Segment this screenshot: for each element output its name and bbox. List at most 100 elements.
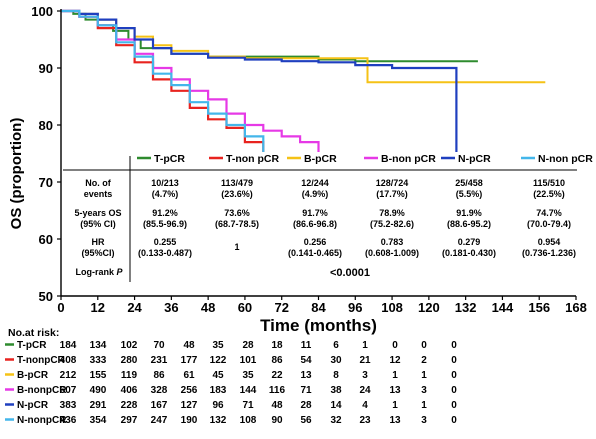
- x-tick-label: 156: [528, 300, 550, 315]
- risk-value: 0: [451, 385, 457, 396]
- risk-value: 108: [240, 415, 257, 426]
- risk-value: 21: [359, 355, 371, 366]
- risk-value: 1: [421, 400, 427, 411]
- risk-table-title: No.at risk:: [8, 327, 59, 339]
- risk-value: 35: [212, 340, 224, 351]
- y-tick-label: 80: [39, 118, 53, 133]
- risk-value: 132: [210, 415, 227, 426]
- risk-value: 0: [451, 415, 457, 426]
- table-cell: 115/510: [533, 178, 565, 188]
- risk-value: 607: [60, 385, 77, 396]
- table-cell: 91.9%: [456, 208, 482, 218]
- legend-label: B-pCR: [304, 153, 337, 165]
- risk-value: 56: [300, 415, 312, 426]
- risk-value: 30: [330, 355, 342, 366]
- risk-value: 12: [389, 355, 401, 366]
- risk-value: 23: [359, 415, 371, 426]
- risk-value: 71: [300, 385, 312, 396]
- logrank-value: <0.0001: [330, 267, 370, 279]
- x-tick-label: 84: [311, 300, 326, 315]
- x-tick-label: 48: [201, 300, 215, 315]
- risk-value: 280: [121, 355, 138, 366]
- risk-value: 13: [300, 370, 312, 381]
- risk-value: 297: [121, 415, 138, 426]
- risk-value: 119: [121, 370, 138, 381]
- row-label: (95% CI): [80, 219, 116, 229]
- risk-value: 212: [60, 370, 77, 381]
- table-cell: (68.7-78.5): [215, 219, 259, 229]
- annotation-table: T-pCR T-non pCR B-pCR B-non pCR N-pCR N-non p…: [63, 152, 593, 282]
- table-cell: (85.5-96.9): [143, 219, 187, 229]
- y-tick-label: 50: [39, 289, 53, 304]
- risk-value: 3: [362, 370, 368, 381]
- x-tick-label: 168: [565, 300, 587, 315]
- y-tick-label: 60: [39, 232, 53, 247]
- table-cell: 128/724: [376, 178, 409, 188]
- risk-value: 13: [389, 385, 401, 396]
- series-line-t-pcr: [61, 10, 478, 63]
- risk-row-label: T-pCR: [17, 340, 47, 351]
- risk-value: 247: [151, 415, 168, 426]
- table-cell: (0.181-0.430): [442, 248, 496, 258]
- table-cell: (86.6-96.8): [293, 219, 337, 229]
- legend-label: T-pCR: [154, 153, 185, 165]
- table-cell: (70.0-79.4): [527, 219, 571, 229]
- risk-value: 101: [240, 355, 257, 366]
- table-cell: 12/244: [301, 178, 329, 188]
- risk-row-label: N-pCR: [17, 400, 49, 411]
- risk-value: 190: [181, 415, 198, 426]
- table-cell: 78.9%: [379, 208, 405, 218]
- risk-value: 183: [210, 385, 227, 396]
- table-cell: 1: [234, 242, 239, 252]
- x-axis-title: Time (months): [260, 316, 377, 335]
- risk-value: 48: [183, 340, 195, 351]
- risk-value: 11: [301, 340, 312, 351]
- legend-label: N-non pCR: [538, 153, 593, 165]
- series-line-n-pcr: [61, 9, 546, 169]
- risk-value: 383: [60, 400, 77, 411]
- risk-value: 45: [212, 370, 224, 381]
- table-cell: 10/213: [151, 178, 179, 188]
- risk-value: 256: [181, 385, 198, 396]
- risk-value: 70: [153, 340, 165, 351]
- risk-value: 86: [271, 355, 283, 366]
- risk-value: 122: [210, 355, 227, 366]
- risk-value: 134: [90, 340, 107, 351]
- risk-value: 0: [451, 400, 457, 411]
- table-cell: (0.608-1.009): [365, 248, 419, 258]
- risk-value: 71: [242, 400, 254, 411]
- x-tick-label: 0: [57, 300, 64, 315]
- row-label: No. of: [85, 178, 111, 188]
- table-cell: (0.133-0.487): [138, 248, 192, 258]
- table-cell: 73.6%: [224, 208, 250, 218]
- table-cell: 113/479: [221, 178, 253, 188]
- table-cell: (75.2-82.6): [370, 219, 414, 229]
- row-label: (95%CI): [81, 248, 114, 258]
- risk-value: 35: [242, 370, 254, 381]
- risk-value: 1: [362, 340, 368, 351]
- legend-label: T-non pCR: [226, 153, 279, 165]
- risk-value: 155: [90, 370, 107, 381]
- risk-value: 0: [451, 355, 457, 366]
- risk-row-label: T-nonpCR: [17, 355, 66, 366]
- table-cell: (88.6-95.2): [447, 219, 491, 229]
- x-tick-label: 36: [164, 300, 178, 315]
- y-tick-label: 70: [39, 175, 53, 190]
- risk-value: 184: [60, 340, 77, 351]
- risk-value: 102: [121, 340, 138, 351]
- table-cell: 0.954: [538, 237, 561, 247]
- x-tick-label: 24: [127, 300, 142, 315]
- x-tick-label: 60: [238, 300, 252, 315]
- risk-value: 86: [153, 370, 165, 381]
- risk-value: 24: [359, 385, 371, 396]
- risk-value: 2: [421, 355, 427, 366]
- x-tick-label: 72: [274, 300, 288, 315]
- table-cell: (0.736-1.236): [522, 248, 576, 258]
- table-cell: (0.141-0.465): [288, 248, 342, 258]
- risk-value: 0: [421, 340, 427, 351]
- logrank-label: Log-rank P: [75, 267, 123, 277]
- risk-value: 6: [333, 340, 339, 351]
- risk-value: 8: [333, 370, 339, 381]
- risk-value: 127: [181, 400, 198, 411]
